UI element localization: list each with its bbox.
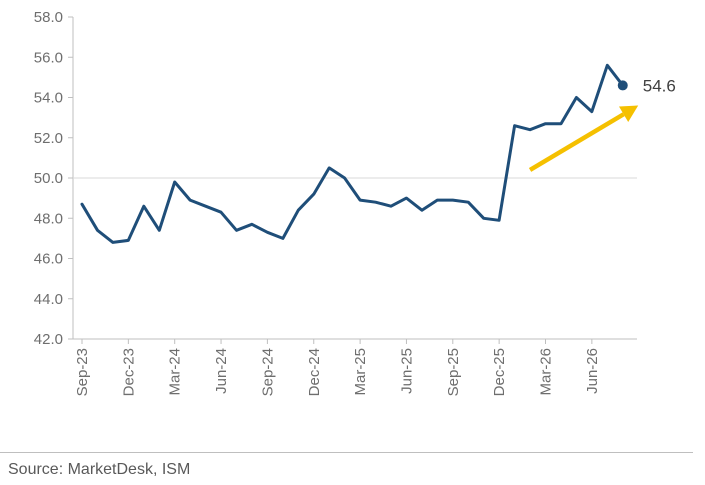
source-note: Source: MarketDesk, ISM (8, 461, 191, 478)
x-tick-label: Mar-25 (352, 348, 369, 396)
x-tick-label: Jun-26 (584, 348, 601, 394)
x-tick-label: Sep-23 (74, 348, 91, 396)
series-group (80, 63, 625, 244)
x-tick-label: Jun-24 (213, 348, 230, 394)
x-tick-label: Dec-24 (306, 348, 323, 396)
line-chart: 42.0 44.0 46.0 48.0 50.0 52.0 54.0 56.0 58.0 Sep… (34, 9, 676, 396)
y-tick-label: 44.0 (34, 291, 63, 308)
end-point-marker (617, 80, 628, 91)
x-tick-label: Jun-25 (398, 348, 415, 394)
source-divider (0, 452, 693, 453)
trend-arrow-head (619, 105, 639, 122)
y-tick-label: 56.0 (34, 49, 63, 66)
trend-arrow-shaft (528, 112, 625, 172)
x-tick-label: Sep-24 (259, 348, 276, 396)
x-tick-label: Mar-26 (538, 348, 555, 396)
x-tick-label: Dec-23 (120, 348, 137, 396)
y-tick-label: 58.0 (34, 9, 63, 26)
y-tick-label: 46.0 (34, 251, 63, 268)
y-tick-label: 52.0 (34, 130, 63, 147)
y-tick-label: 54.0 (34, 90, 63, 107)
x-tick-label: Sep-25 (445, 348, 462, 396)
y-tick-label: 42.0 (34, 331, 63, 348)
x-axis: Sep-23 Dec-23 Mar-24 Jun-24 Sep-24 Dec-24 Mar-… (73, 338, 637, 396)
x-tick-label: Dec-25 (491, 348, 508, 396)
end-value-label: 54.6 (643, 76, 676, 95)
x-tick-label: Mar-24 (167, 348, 184, 396)
series-line (80, 63, 625, 244)
annotation-group: 54.6 (528, 76, 676, 172)
y-axis: 42.0 44.0 46.0 48.0 50.0 52.0 54.0 56.0 58.0 (34, 9, 74, 348)
y-tick-label: 48.0 (34, 210, 63, 227)
y-tick-label: 50.0 (34, 170, 63, 187)
